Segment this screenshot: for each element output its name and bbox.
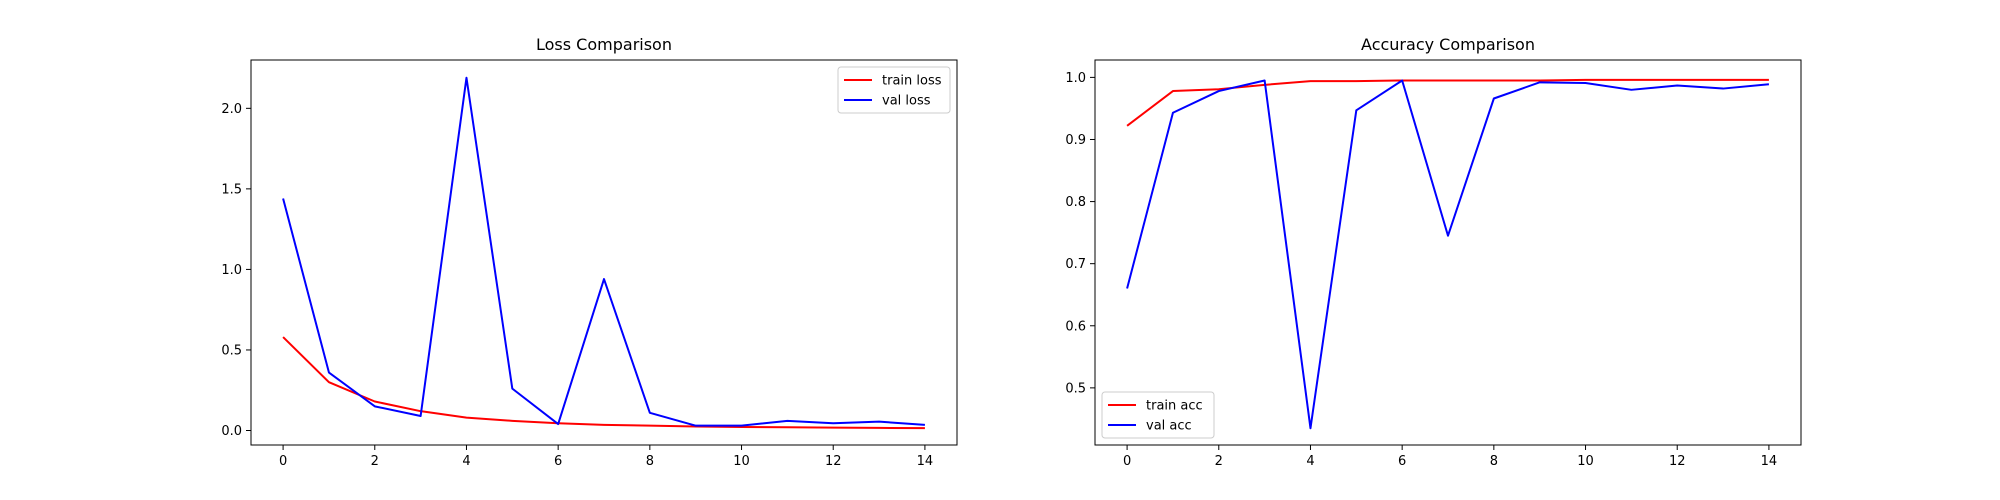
y-tick-label: 0.8 bbox=[1065, 195, 1086, 210]
loss-comparison-chart: Loss Comparison 0 2 4 6 8 10 12 14 0.0 0.5 1.0 1.5 2… bbox=[221, 35, 958, 469]
x-tick-label: 0 bbox=[1123, 454, 1131, 469]
chart-title: Accuracy Comparison bbox=[1361, 35, 1535, 54]
y-tick-label: 0.0 bbox=[221, 424, 242, 439]
legend: train loss val loss bbox=[837, 66, 951, 114]
y-tick-label: 1.0 bbox=[1065, 71, 1086, 86]
x-tick-label: 4 bbox=[462, 454, 470, 469]
y-tick-label: 0.6 bbox=[1065, 319, 1086, 334]
x-tick-label: 0 bbox=[279, 454, 287, 469]
x-tick-label: 10 bbox=[733, 454, 750, 469]
plot-frame bbox=[1094, 59, 1802, 446]
x-tick-label: 12 bbox=[1669, 454, 1686, 469]
y-tick-label: 0.9 bbox=[1065, 133, 1086, 148]
legend-label: val acc bbox=[1146, 419, 1192, 434]
x-tick-label: 12 bbox=[825, 454, 842, 469]
y-tick-label: 0.5 bbox=[221, 343, 242, 358]
y-tick-label: 0.7 bbox=[1065, 257, 1086, 272]
x-tick-label: 8 bbox=[1490, 454, 1498, 469]
accuracy-comparison-chart: Accuracy Comparison 0 2 4 6 8 10 12 14 0.5 0.6 0.7… bbox=[1065, 35, 1802, 469]
x-tick-label: 6 bbox=[1398, 454, 1406, 469]
series-line-val-acc bbox=[1126, 79, 1770, 430]
legend-box bbox=[1101, 391, 1215, 439]
legend-label: val loss bbox=[882, 94, 931, 109]
x-tick-label: 2 bbox=[1215, 454, 1223, 469]
x-tick-label: 6 bbox=[554, 454, 562, 469]
series-line-train-loss bbox=[282, 336, 925, 430]
y-tick-label: 1.5 bbox=[221, 182, 242, 197]
y-tick-label: 2.0 bbox=[221, 102, 242, 117]
x-tick-label: 10 bbox=[1577, 454, 1594, 469]
series-line-val-loss bbox=[282, 76, 925, 427]
x-tick-label: 14 bbox=[1761, 454, 1778, 469]
x-tick-label: 8 bbox=[646, 454, 654, 469]
legend-label: train acc bbox=[1146, 399, 1203, 414]
y-tick-label: 0.5 bbox=[1065, 381, 1086, 396]
legend-box bbox=[837, 66, 951, 114]
legend-label: train loss bbox=[882, 74, 942, 89]
x-tick-label: 2 bbox=[371, 454, 379, 469]
x-tick-label: 14 bbox=[917, 454, 934, 469]
chart-title: Loss Comparison bbox=[536, 35, 672, 54]
x-tick-label: 4 bbox=[1306, 454, 1314, 469]
y-tick-label: 1.0 bbox=[221, 263, 242, 278]
plot-frame bbox=[250, 59, 958, 446]
legend: train acc val acc bbox=[1101, 391, 1215, 439]
